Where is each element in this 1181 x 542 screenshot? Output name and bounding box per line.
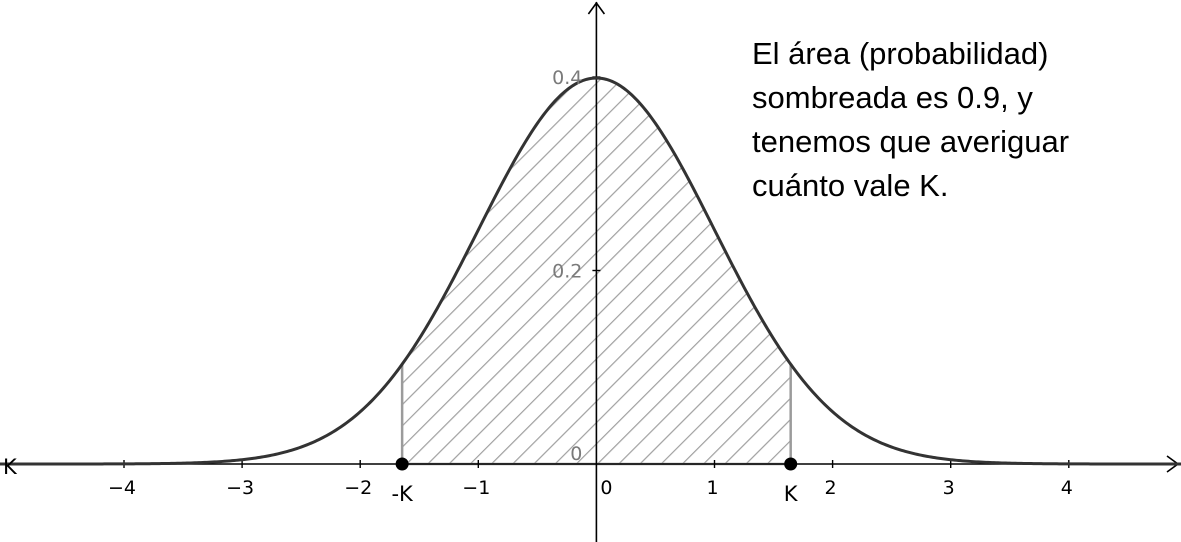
- annotation-line-4: cuánto vale K.: [752, 168, 949, 203]
- point-k-label: K: [784, 482, 799, 506]
- x-tick-label: −1: [462, 477, 490, 499]
- density-curve: [0, 76, 1181, 466]
- y-tick-label: 0: [570, 443, 582, 465]
- point-k-marker: [784, 457, 798, 471]
- x-tick-label: −2: [344, 477, 372, 499]
- x-tick-label: 2: [825, 477, 837, 499]
- y-tick-label: 0.2: [552, 261, 582, 283]
- x-tick-label: 3: [943, 477, 955, 499]
- annotation-line-3: tenemos que averiguar: [752, 124, 1070, 159]
- x-tick-label: −4: [108, 477, 136, 499]
- x-tick-label: 0: [600, 477, 612, 499]
- annotation-text: El área (probabilidad) sombreada es 0.9,…: [752, 32, 1172, 208]
- x-tick-label: 4: [1061, 477, 1073, 499]
- y-tick-label: 0.4: [552, 67, 582, 89]
- x-axis-left-label: K: [3, 455, 18, 479]
- annotation-line-2: sombreada es 0.9, y: [752, 80, 1033, 115]
- x-tick-label: 1: [706, 477, 718, 499]
- point-minus-k-label: -K: [391, 482, 414, 506]
- x-tick-label: −3: [226, 477, 254, 499]
- point-minus-k-marker: [395, 457, 409, 471]
- y-axis-arrow: [587, 1, 606, 15]
- annotation-line-1: El área (probabilidad): [752, 36, 1049, 71]
